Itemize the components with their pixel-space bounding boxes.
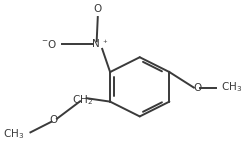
Text: $^{-}$O: $^{-}$O <box>41 38 57 50</box>
Text: CH$_3$: CH$_3$ <box>221 81 243 95</box>
Text: O: O <box>193 83 201 93</box>
Text: $^{+}$: $^{+}$ <box>102 38 108 47</box>
Text: CH$_3$: CH$_3$ <box>3 127 24 141</box>
Text: O: O <box>94 4 102 14</box>
Text: O: O <box>49 115 58 125</box>
Text: CH$_2$: CH$_2$ <box>72 93 93 107</box>
Text: N: N <box>92 39 99 49</box>
